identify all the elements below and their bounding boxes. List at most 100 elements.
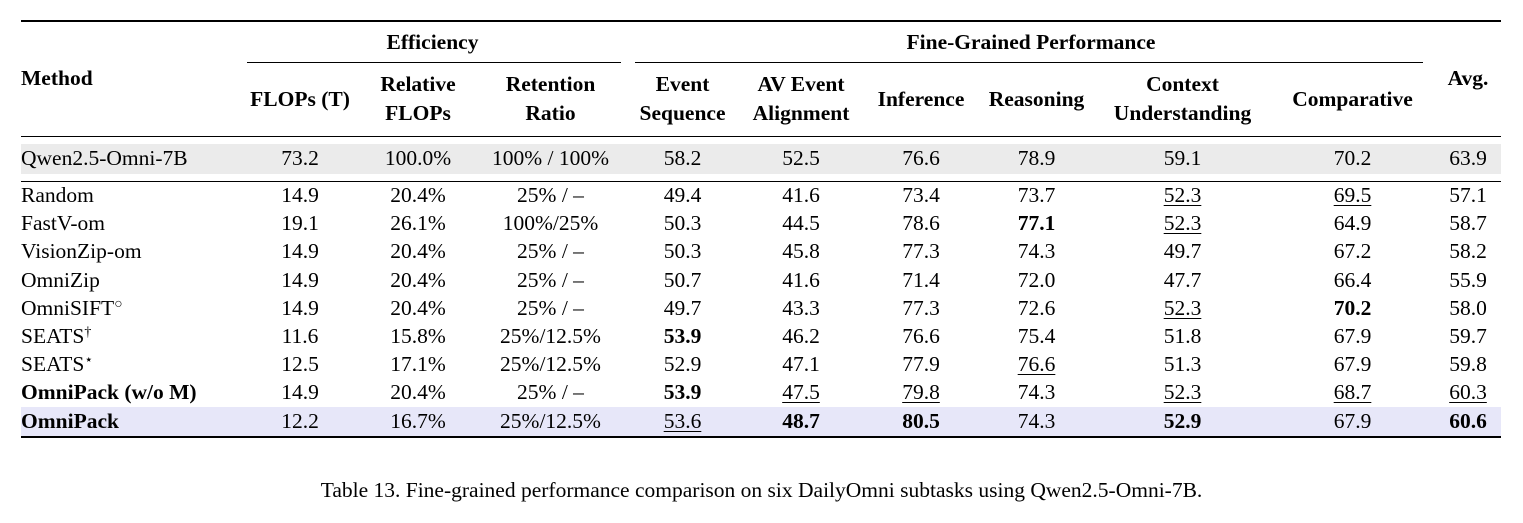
cell-flops: 12.2 bbox=[281, 409, 319, 433]
cell-inference: 80.5 bbox=[902, 409, 940, 433]
cell-context-understanding: 51.3 bbox=[1163, 352, 1202, 377]
cell-inference: 78.6 bbox=[902, 211, 940, 236]
method-name: SEATS bbox=[21, 352, 85, 377]
method-cell: OmniZip bbox=[21, 266, 238, 294]
cell-relative-flops: 20.4% bbox=[390, 295, 446, 320]
cell-relative-flops: 16.7% bbox=[390, 409, 446, 433]
cell-avg: 59.7 bbox=[1449, 324, 1487, 349]
rule bbox=[21, 137, 1501, 144]
cell-retention-ratio: 25% / – bbox=[517, 267, 584, 292]
cell-inference: 76.6 bbox=[902, 146, 940, 170]
results-table: Method Efficiency Fine-Grained Performan… bbox=[21, 20, 1501, 438]
cell-comparative: 67.9 bbox=[1333, 352, 1372, 377]
table-row: OmniSIFT○ 14.9 20.4% 25% / – 49.7 43.3 77.3 72.… bbox=[21, 294, 1501, 322]
cell-comparative: 67.9 bbox=[1333, 409, 1372, 433]
cell-relative-flops: 17.1% bbox=[390, 352, 446, 377]
cell-comparative: 64.9 bbox=[1333, 211, 1372, 236]
table-caption: Table 13. Fine-grained performance compa… bbox=[320, 478, 1203, 502]
rule bbox=[21, 174, 1501, 182]
cell-avg: 58.7 bbox=[1449, 211, 1487, 236]
cell-relative-flops: 20.4% bbox=[390, 267, 446, 292]
cell-av-event-alignment: 41.6 bbox=[782, 267, 820, 292]
table-row: Random 14.9 20.4% 25% / – 49.4 41.6 73.4 73.7 52… bbox=[21, 182, 1501, 210]
cell-inference: 77.3 bbox=[902, 239, 940, 264]
cell-reasoning: 74.3 bbox=[1017, 409, 1056, 433]
cell-av-event-alignment: 45.8 bbox=[782, 239, 820, 264]
cell-event-sequence: 52.9 bbox=[663, 352, 702, 377]
cell-retention-ratio: 25%/12.5% bbox=[500, 409, 601, 433]
cell-event-sequence: 50.3 bbox=[663, 239, 702, 264]
cell-reasoning: 74.3 bbox=[1017, 239, 1056, 264]
method-name: Random bbox=[21, 183, 94, 208]
cell-comparative: 66.4 bbox=[1333, 267, 1372, 292]
header-event-sequence: Event Sequence bbox=[627, 63, 738, 136]
header-columns-row: FLOPs (T) Relative FLOPs Retention Ratio Even… bbox=[21, 63, 1501, 136]
method-cell: Random bbox=[21, 182, 238, 210]
cell-retention-ratio: 25%/12.5% bbox=[500, 352, 601, 377]
header-avg: Avg. bbox=[1447, 66, 1489, 91]
table-row: VisionZip-om 14.9 20.4% 25% / – 50.3 45.8 77.3… bbox=[21, 238, 1501, 266]
cell-comparative: 70.2 bbox=[1333, 295, 1372, 320]
cell-event-sequence: 53.6 bbox=[663, 409, 702, 433]
method-name: OmniSIFT bbox=[21, 295, 115, 320]
cell-avg: 60.3 bbox=[1449, 380, 1487, 405]
method-cell: OmniPack (w/o M) bbox=[21, 379, 238, 407]
cell-av-event-alignment: 46.2 bbox=[782, 324, 820, 349]
performance-underline bbox=[635, 62, 1423, 63]
header-flops: FLOPs (T) bbox=[238, 63, 362, 136]
header-inference-line1: Inference bbox=[877, 86, 965, 111]
table-row: FastV-om 19.1 26.1% 100%/25% 50.3 44.5 78.6 77.… bbox=[21, 210, 1501, 238]
cell-reasoning: 74.3 bbox=[1017, 380, 1056, 405]
table-row: OmniPack (w/o M) 14.9 20.4% 25% / – 53.9 47.5… bbox=[21, 379, 1501, 407]
cell-flops: 14.9 bbox=[281, 267, 319, 292]
cell-avg: 58.2 bbox=[1449, 239, 1487, 264]
cell-context-understanding: 47.7 bbox=[1163, 267, 1202, 292]
cell-reasoning: 78.9 bbox=[1017, 146, 1056, 170]
header-reasoning: Reasoning bbox=[978, 63, 1095, 136]
cell-retention-ratio: 25% / – bbox=[517, 239, 584, 264]
cell-reasoning: 72.0 bbox=[1017, 267, 1056, 292]
header-performance-group: Fine-Grained Performance bbox=[627, 21, 1435, 63]
cell-reasoning: 73.7 bbox=[1017, 183, 1056, 208]
header-av-event-alignment-line2: Alignment bbox=[752, 101, 850, 126]
cell-inference: 79.8 bbox=[902, 380, 940, 405]
cell-avg: 59.8 bbox=[1449, 352, 1487, 377]
cell-comparative: 70.2 bbox=[1333, 146, 1372, 170]
cell-flops: 14.9 bbox=[281, 183, 319, 208]
baseline-row: Qwen2.5-Omni-7B 73.2 100.0% 100% / 100% 58.2… bbox=[21, 143, 1501, 174]
header-relative-flops-line1: Relative bbox=[380, 72, 456, 97]
cell-flops: 14.9 bbox=[281, 239, 319, 264]
table-row: OmniZip 14.9 20.4% 25% / – 50.7 41.6 71.4 72.0 4… bbox=[21, 266, 1501, 294]
method-superscript: ○ bbox=[114, 296, 123, 312]
cell-retention-ratio: 25%/12.5% bbox=[500, 324, 601, 349]
cell-context-understanding: 52.3 bbox=[1163, 211, 1202, 236]
cell-context-understanding: 52.9 bbox=[1163, 409, 1202, 433]
method-name: OmniPack (w/o M) bbox=[21, 380, 197, 405]
cell-avg: 60.6 bbox=[1449, 409, 1487, 433]
ours-row: OmniPack 12.2 16.7% 25%/12.5% 53.6 48.7 80.5 74… bbox=[21, 407, 1501, 437]
rule bbox=[21, 180, 1501, 182]
cell-av-event-alignment: 44.5 bbox=[782, 211, 820, 236]
cell-comparative: 69.5 bbox=[1333, 183, 1372, 208]
cell-flops: 12.5 bbox=[281, 352, 319, 377]
cell-relative-flops: 15.8% bbox=[390, 324, 446, 349]
header-av-event-alignment-line1: AV Event bbox=[757, 72, 845, 97]
header-relative-flops: Relative FLOPs bbox=[362, 63, 474, 136]
cell-comparative: 67.9 bbox=[1333, 324, 1372, 349]
header-reasoning-line1: Reasoning bbox=[988, 86, 1085, 111]
rule bbox=[21, 135, 1501, 137]
cell-reasoning: 76.6 bbox=[1017, 352, 1056, 377]
header-performance-label: Fine-Grained Performance bbox=[906, 30, 1156, 54]
header-comparative-line1: Comparative bbox=[1292, 86, 1413, 111]
header-inference: Inference bbox=[864, 63, 978, 136]
cell-av-event-alignment: 47.1 bbox=[782, 352, 820, 377]
cell-retention-ratio: 100% / 100% bbox=[491, 146, 610, 170]
method-name: SEATS bbox=[21, 324, 85, 349]
cell-avg: 58.0 bbox=[1449, 295, 1487, 320]
method-name: OmniZip bbox=[21, 267, 100, 292]
cell-reasoning: 75.4 bbox=[1017, 324, 1056, 349]
method-cell: FastV-om bbox=[21, 210, 238, 238]
header-comparative: Comparative bbox=[1270, 63, 1435, 136]
cell-retention-ratio: 25% / – bbox=[517, 380, 584, 405]
cell-event-sequence: 50.7 bbox=[663, 267, 702, 292]
